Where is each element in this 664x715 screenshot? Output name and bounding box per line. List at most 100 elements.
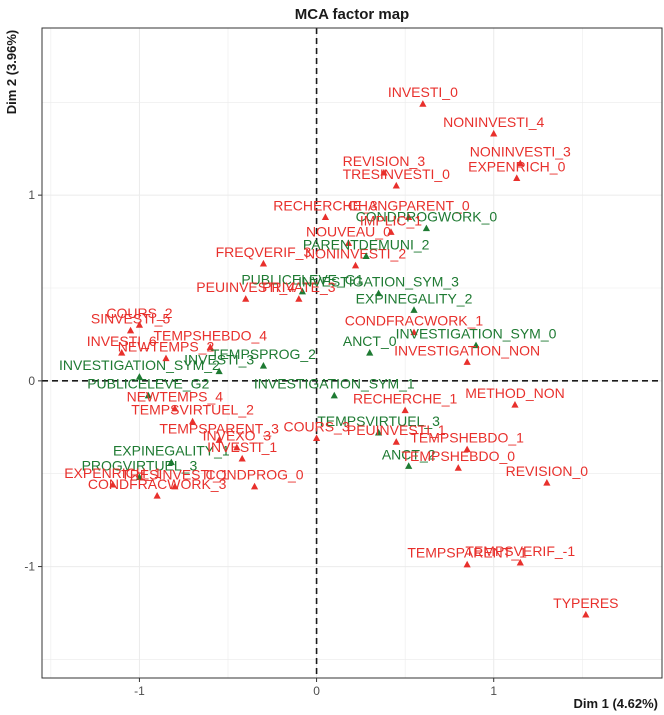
data-point: [362, 252, 370, 260]
data-point: [242, 295, 250, 302]
data-point: [366, 349, 374, 356]
point-label: PUBLICELEVE_G2: [87, 376, 209, 392]
point-label: INVESTI_1: [207, 439, 277, 455]
data-point: [167, 458, 175, 466]
data-point: [259, 362, 268, 369]
point-label: EXPINEGALITY_1: [113, 443, 230, 459]
point-label: TEMPSVIRTUEL_2: [131, 402, 254, 418]
point-label: TEMPSPROG_2: [211, 346, 316, 362]
point-label: INVEXO_3: [203, 428, 272, 444]
point-label: INVESTIGATION_SYM_3: [298, 274, 459, 290]
data-point: [463, 445, 471, 453]
point-label: TEMPSHEBDO_4: [153, 327, 267, 343]
point-label: TEMPSPARENT_3: [159, 420, 279, 436]
point-label: ANCT_2: [382, 446, 436, 462]
data-point: [374, 428, 383, 436]
point-label: NONINVESTI_4: [443, 114, 544, 130]
data-point: [135, 321, 144, 328]
point-label: NOUVEAU_0: [306, 223, 391, 239]
x-tick-label: -1: [134, 684, 145, 698]
point-label: INVESTIGATION_SYM_1: [254, 376, 415, 392]
point-label: PARENTDEMUNI_2: [303, 236, 430, 252]
data-point: [162, 354, 170, 362]
data-point: [109, 480, 117, 488]
plot-background: [42, 28, 662, 678]
point-label: PEUINVESTI_4: [196, 279, 295, 295]
data-point: [171, 482, 179, 490]
data-point: [171, 404, 179, 412]
data-point: [410, 306, 418, 313]
data-point: [259, 259, 268, 267]
point-label: INVESTI_0: [388, 84, 458, 100]
data-point: [233, 443, 241, 451]
point-label: EXPENRICH_0: [468, 158, 565, 174]
data-point: [582, 610, 590, 618]
point-label: CHANGPARENT_0: [348, 197, 470, 213]
point-label: REVISION_3: [343, 153, 426, 169]
data-point: [463, 560, 471, 568]
data-point: [351, 261, 360, 269]
data-point: [295, 295, 303, 302]
data-point: [490, 129, 498, 137]
x-axis-title: Dim 1 (4.62%): [573, 696, 658, 711]
data-point: [118, 349, 126, 356]
data-point: [374, 289, 383, 297]
data-point: [144, 391, 152, 399]
y-axis-title: Dim 2 (3.96%): [4, 30, 19, 115]
data-point: [513, 174, 521, 182]
point-label: CONDFRACWORK_1: [345, 313, 484, 329]
data-point: [392, 438, 400, 445]
x-tick-label: 1: [490, 684, 497, 698]
point-label: EXPINEGALITY_2: [356, 290, 473, 306]
point-label: TEMPSVIRTUEL_3: [317, 413, 440, 429]
point-label: PUBLICELEVE_G1: [241, 272, 363, 288]
data-point: [543, 479, 551, 486]
point-label: NONINVESTI_3: [470, 144, 571, 160]
data-point: [215, 436, 223, 443]
data-point: [215, 367, 223, 375]
data-point: [472, 341, 480, 349]
point-label: METHOD_NON: [465, 385, 565, 401]
point-label: TEMPSHEBDO_0: [401, 448, 515, 464]
point-label: INVESTIGATION_SYM_0: [396, 326, 557, 342]
point-label: INVESTI_3: [184, 352, 254, 368]
plot-area: -1 0 1 -1 0 1 INVESTI_0 NONINVESTI_4 NONINVESTI_…: [24, 27, 663, 698]
point-label: EXPENRICH_1: [64, 465, 161, 481]
point-label: TYPERES: [553, 595, 618, 611]
data-point: [516, 558, 524, 566]
data-point: [153, 492, 161, 499]
x-tick-label: 0: [313, 684, 320, 698]
data-point: [126, 326, 135, 334]
point-label: FREQVERIF_3: [216, 244, 312, 260]
point-label: NEWTEMPS_2: [118, 339, 215, 355]
data-point: [298, 287, 306, 295]
point-label: CONDFRACWORK_3: [88, 476, 227, 492]
data-point: [405, 213, 413, 221]
data-point: [330, 391, 338, 399]
point-label: NONINVESTI_2: [305, 246, 406, 262]
data-point: [188, 417, 197, 425]
point-label: NEWTEMPS_4: [127, 389, 224, 405]
y-tick-label: 1: [28, 188, 35, 202]
point-label: ANCT_0: [343, 333, 397, 349]
data-point: [422, 224, 430, 232]
data-point: [387, 228, 395, 235]
y-tick-label: -1: [24, 560, 35, 574]
point-label: TEMPSPARENT_1: [407, 545, 527, 561]
data-point: [463, 358, 471, 365]
plot-border: [41, 27, 663, 679]
point-label: CONDPROG_0: [206, 467, 304, 483]
point-label: REVISION_0: [506, 463, 589, 479]
data-point: [454, 464, 462, 471]
point-label: IMPLIC_1: [360, 212, 422, 228]
point-label: INVESTIGATION_NON: [394, 342, 540, 358]
data-point: [380, 168, 388, 176]
point-label: INVESTIGATION_SYM_2: [59, 357, 220, 373]
point-label: RECHERCHE_3: [273, 197, 377, 213]
point-label: CONDPROGWORK_0: [356, 209, 498, 225]
point-label: PROGVIRTUEL_3: [82, 457, 198, 473]
point-label: TRESINVESTI_0: [343, 166, 451, 182]
data-point: [516, 159, 524, 167]
point-label: PRIVATE_3: [262, 279, 336, 295]
